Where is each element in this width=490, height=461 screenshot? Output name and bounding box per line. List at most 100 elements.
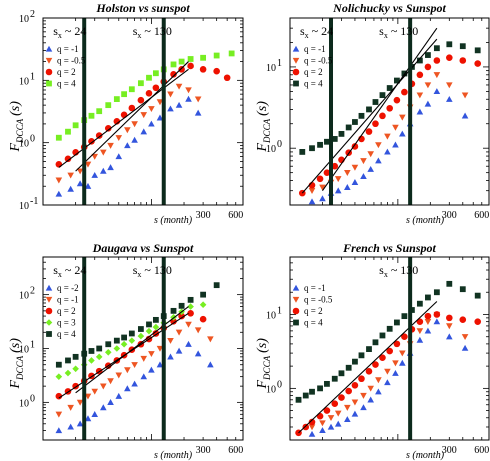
y-tick-exponent: 1 xyxy=(277,305,282,316)
data-point xyxy=(91,153,99,160)
data-point xyxy=(128,86,135,93)
y-tick-label: 10 xyxy=(266,384,276,395)
data-point xyxy=(72,353,79,360)
data-point xyxy=(379,354,386,362)
data-point xyxy=(156,345,164,352)
data-point xyxy=(124,142,131,149)
data-point xyxy=(474,292,481,299)
data-point xyxy=(379,112,386,120)
data-point xyxy=(446,82,453,89)
plot-frame xyxy=(289,17,490,206)
data-point xyxy=(331,400,339,408)
data-point xyxy=(302,423,310,431)
data-point xyxy=(200,291,207,298)
data-point xyxy=(213,67,220,75)
data-point xyxy=(207,336,214,343)
data-point xyxy=(338,130,345,137)
data-point xyxy=(308,430,316,437)
data-point xyxy=(140,112,148,119)
data-point xyxy=(424,319,432,325)
data-point xyxy=(316,175,324,183)
data-point xyxy=(175,83,183,90)
y-axis-label: FDCCA(s) xyxy=(8,101,25,153)
data-point xyxy=(308,418,316,426)
data-point xyxy=(334,410,342,417)
data-point xyxy=(88,348,95,354)
data-point xyxy=(120,111,128,119)
data-point xyxy=(156,361,164,368)
data-point xyxy=(384,148,391,155)
panel-title: French vs Sunspot xyxy=(342,241,436,255)
data-point xyxy=(392,141,399,148)
data-point xyxy=(433,289,440,296)
y-tick-exponent: 2 xyxy=(30,9,35,20)
data-point xyxy=(137,332,145,340)
series-2 xyxy=(55,83,202,184)
data-point xyxy=(399,114,406,121)
data-point xyxy=(213,52,220,59)
data-point xyxy=(386,85,393,91)
data-point xyxy=(200,54,207,61)
crossover-annotation: sx ~ 130 xyxy=(133,24,172,40)
series-1 xyxy=(308,318,469,437)
data-point xyxy=(185,340,192,347)
data-point xyxy=(91,411,99,417)
data-point xyxy=(360,404,367,411)
legend-marker xyxy=(293,319,299,326)
data-point xyxy=(148,106,155,113)
data-point xyxy=(55,427,63,434)
data-point xyxy=(446,314,453,322)
data-point xyxy=(124,385,131,392)
data-point xyxy=(185,87,192,94)
series-3 xyxy=(295,311,482,437)
data-point xyxy=(399,130,406,137)
data-point xyxy=(146,74,152,81)
legend-label: q = -1 xyxy=(57,295,79,305)
data-point xyxy=(105,102,112,109)
data-point xyxy=(394,77,400,84)
data-point xyxy=(399,359,406,366)
data-point xyxy=(323,407,331,414)
data-point xyxy=(459,286,466,293)
data-point xyxy=(360,173,367,180)
legend-label: q = -2 xyxy=(57,283,79,293)
data-point xyxy=(167,105,174,112)
data-point xyxy=(351,143,359,150)
data-point xyxy=(76,399,84,406)
data-point xyxy=(358,352,365,359)
data-point xyxy=(344,416,351,423)
data-point xyxy=(107,399,114,405)
data-point xyxy=(96,345,103,352)
data-point xyxy=(88,112,95,119)
data-point xyxy=(167,91,174,98)
data-point xyxy=(317,141,323,148)
legend-marker xyxy=(292,296,300,303)
data-point xyxy=(128,104,136,112)
data-point xyxy=(146,321,152,328)
data-point xyxy=(55,177,63,184)
data-point xyxy=(88,357,95,364)
data-point xyxy=(84,182,92,189)
data-point xyxy=(91,171,99,178)
data-point xyxy=(170,70,177,78)
data-point xyxy=(145,327,153,335)
data-point xyxy=(319,195,326,202)
data-point xyxy=(113,345,121,352)
data-point xyxy=(115,372,123,379)
data-point xyxy=(309,145,315,152)
data-point xyxy=(67,185,74,192)
data-point xyxy=(121,334,128,341)
data-point xyxy=(55,392,63,400)
data-point xyxy=(223,74,231,82)
data-point xyxy=(100,167,107,174)
legend-marker xyxy=(292,68,300,76)
series-2 xyxy=(308,311,469,431)
data-point xyxy=(175,329,183,336)
legend-label: q = 4 xyxy=(57,79,76,89)
data-point xyxy=(384,379,391,386)
data-point xyxy=(55,361,62,368)
data-point xyxy=(105,341,112,348)
series-2 xyxy=(55,321,214,418)
data-point xyxy=(327,415,335,422)
data-point xyxy=(327,423,335,430)
